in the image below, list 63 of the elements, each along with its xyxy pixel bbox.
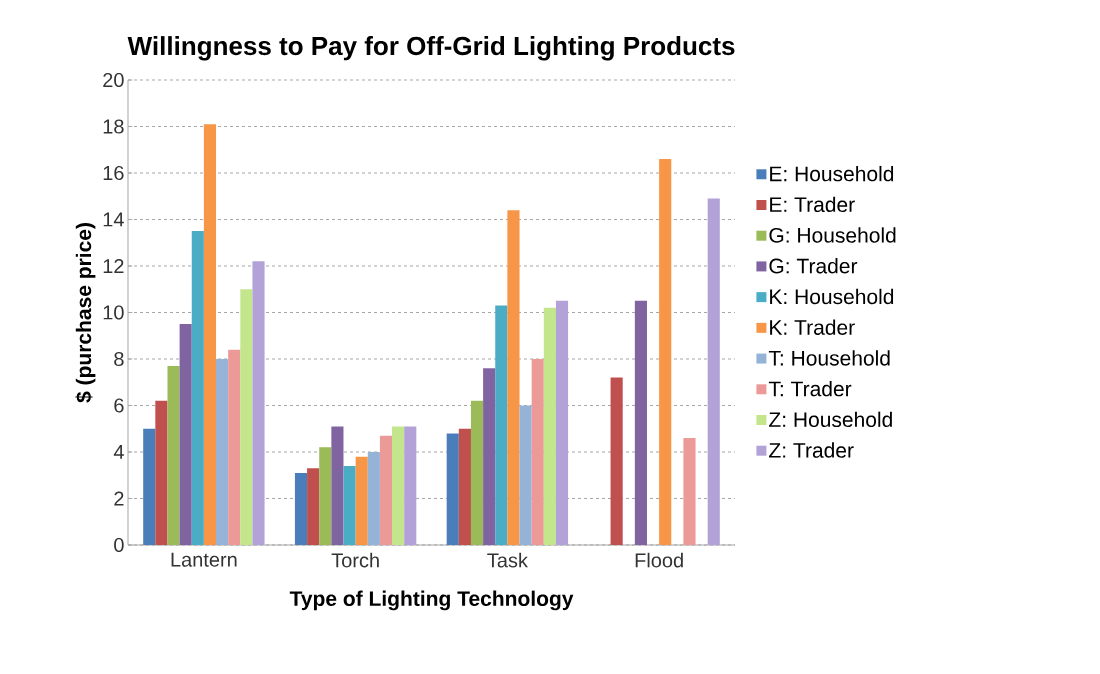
bar	[519, 405, 532, 545]
bar	[294, 472, 308, 545]
y-tick-label: 20	[103, 72, 124, 88]
y-tick-label: 4	[113, 445, 124, 459]
bar	[252, 261, 265, 545]
bar	[355, 456, 368, 545]
bar	[483, 368, 496, 545]
bar	[543, 307, 556, 545]
x-tick-label: Flood	[635, 552, 683, 568]
bar	[531, 358, 544, 545]
bar	[634, 300, 647, 545]
y-axis-title: $ (purchase price)	[75, 223, 96, 403]
legend-label: G: Household	[769, 227, 896, 243]
legend-label: Z: Household	[769, 411, 892, 428]
y-tick-label: 6	[114, 398, 124, 413]
bar	[507, 210, 520, 545]
bar	[143, 428, 156, 545]
bar	[179, 324, 192, 545]
legend-label: Z: Trader	[769, 442, 854, 458]
y-tick-label: 0	[114, 537, 124, 553]
x-tick-label: Torch	[331, 552, 379, 568]
y-tick-label: 16	[103, 165, 124, 181]
bar	[392, 426, 405, 545]
bar	[458, 428, 471, 545]
legend-label: T: Trader	[768, 380, 852, 397]
legend-label: T: Household	[768, 350, 890, 366]
bar	[216, 358, 229, 545]
legend-label: G: Trader	[769, 258, 858, 274]
y-tick-label: 18	[103, 119, 124, 134]
y-tick-label: 2	[114, 491, 124, 506]
chart-title: Willingness to Pay for Off-Grid Lighting Products	[127, 36, 735, 61]
y-tick-label: 14	[103, 212, 124, 227]
bar	[319, 447, 332, 545]
x-tick-label: Task	[487, 552, 528, 568]
y-tick-label: 12	[103, 259, 124, 273]
y-tick-label: 8	[114, 351, 124, 367]
bar	[155, 400, 168, 545]
y-tick-label: 10	[103, 305, 124, 320]
legend-label: K: Household	[770, 288, 894, 305]
bar	[495, 305, 508, 545]
bar	[470, 400, 484, 545]
x-axis-title: Type of Lighting Technology	[289, 590, 574, 611]
bar	[659, 159, 672, 545]
bar	[707, 198, 720, 545]
bar	[379, 435, 393, 545]
bar	[307, 468, 320, 545]
bar	[343, 465, 356, 545]
bar	[555, 300, 569, 545]
legend-label: K: Trader	[770, 319, 855, 335]
bar	[167, 365, 180, 545]
legend-label: E: Household	[770, 165, 894, 182]
bar	[610, 377, 623, 545]
legend-label: E: Trader	[770, 196, 855, 213]
bar	[683, 438, 696, 545]
bar	[191, 231, 204, 545]
bar	[367, 451, 380, 545]
bar	[228, 349, 241, 545]
bar	[203, 124, 217, 545]
bar	[331, 426, 344, 545]
bar	[240, 289, 253, 545]
bar	[404, 426, 417, 545]
bar	[446, 433, 459, 545]
x-tick-label: Lantern	[171, 552, 237, 567]
